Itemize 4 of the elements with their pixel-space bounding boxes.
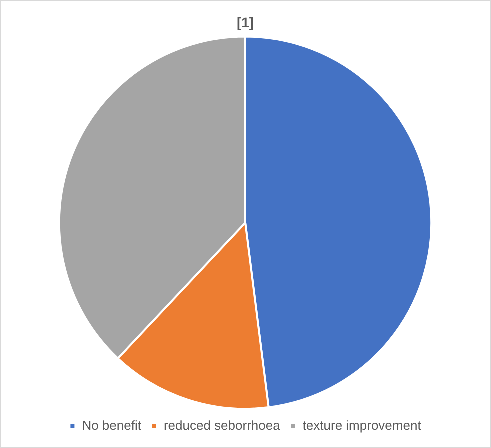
legend-label: No benefit (82, 418, 142, 434)
legend-label: reduced seborrhoea (164, 418, 282, 434)
chart-title: [1] (236, 14, 254, 30)
legend-label: texture improvement (302, 418, 422, 434)
